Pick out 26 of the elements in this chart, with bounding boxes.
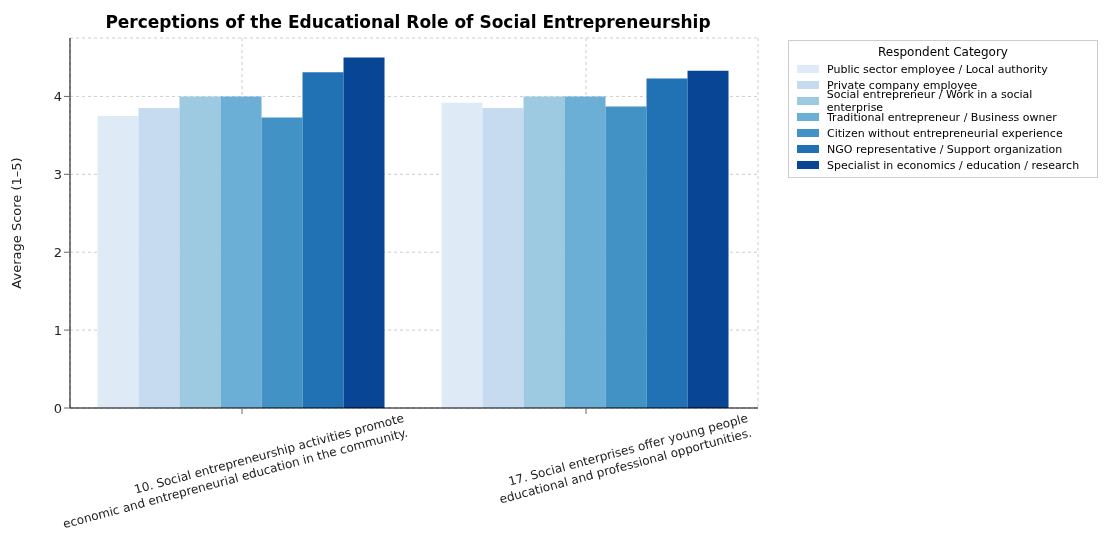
bar (687, 70, 729, 408)
y-tick-label: 3 (53, 166, 62, 182)
bar (605, 106, 647, 408)
legend-label: Citizen without entrepreneurial experience (827, 126, 1063, 140)
bar (523, 96, 565, 408)
bar (302, 72, 344, 408)
bar (138, 108, 180, 408)
bar (482, 108, 524, 408)
bar (97, 115, 139, 408)
legend-label: NGO representative / Support organization (827, 142, 1063, 156)
chart-title: Perceptions of the Educational Role of Social Entrepreneurship (104, 12, 712, 32)
bar (441, 102, 483, 408)
bar (343, 57, 385, 408)
bar (646, 78, 688, 408)
bar (261, 117, 303, 408)
legend-label: Specialist in economics / education / research (827, 158, 1080, 172)
bar (179, 96, 221, 408)
legend-title: Respondent Category (877, 45, 1009, 59)
y-axis-title: Average Score (1–5) (8, 157, 24, 289)
y-tick-label: 1 (53, 322, 62, 338)
y-tick-label: 2 (53, 244, 62, 260)
y-tick-label: 0 (53, 400, 62, 416)
bar (220, 96, 262, 408)
y-tick-label: 4 (53, 89, 62, 105)
legend-label: Public sector employee / Local authority (827, 62, 1048, 76)
bar (564, 96, 606, 408)
